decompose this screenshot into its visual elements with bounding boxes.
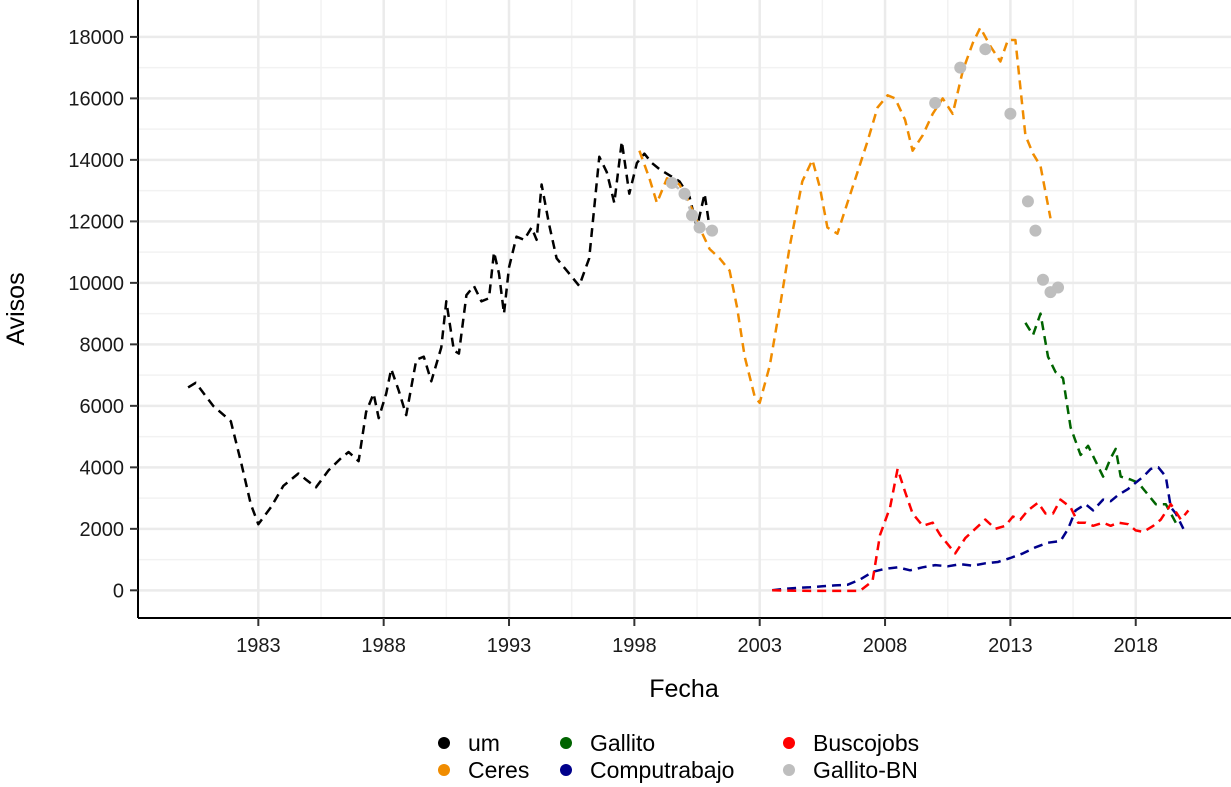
data-point-gallito-bn [678, 187, 691, 200]
y-tick-label: 2000 [80, 519, 125, 541]
series-line-computrabajo [772, 466, 1185, 592]
series-lines [187, 26, 1190, 593]
data-point-gallito-bn [1004, 107, 1017, 120]
legend-label-buscojobs: Buscojobs [813, 730, 919, 756]
x-tick-label: 1998 [612, 635, 657, 657]
y-tick-label: 12000 [68, 211, 124, 233]
data-point-gallito-bn [954, 61, 967, 74]
data-point-gallito-bn [693, 221, 706, 234]
data-point-gallito-bn [1036, 273, 1049, 286]
legend-label-ceres: Ceres [468, 757, 529, 783]
x-tick-label: 2018 [1113, 635, 1158, 657]
series-line-ceres [638, 26, 1052, 405]
x-axis-ticks: 1983 1988 1993 1998 2003 2008 2013 2018 [236, 618, 1158, 657]
x-axis-title: Fecha [649, 675, 719, 703]
legend-label-gallito: Gallito [590, 730, 655, 756]
legend-key-gallito-bn [783, 764, 795, 776]
x-tick-label: 2013 [988, 635, 1033, 657]
data-point-gallito-bn [706, 224, 719, 237]
data-point-gallito-bn [686, 209, 699, 222]
data-point-gallito-bn [1052, 281, 1065, 294]
y-axis-title: Avisos [2, 272, 30, 345]
series-line-buscojobs [772, 467, 1190, 593]
series-points [665, 43, 1065, 299]
data-point-gallito-bn [979, 43, 992, 56]
series-line-um [187, 140, 711, 526]
series-line-gallito [1024, 312, 1177, 524]
legend-key-ceres [438, 764, 450, 776]
legend-key-gallito [560, 737, 572, 749]
y-tick-label: 0 [113, 580, 124, 602]
x-tick-label: 1988 [361, 635, 406, 657]
x-tick-label: 2008 [863, 635, 908, 657]
legend-key-computrabajo [560, 764, 572, 776]
legend-label-computrabajo: Computrabajo [590, 757, 734, 783]
legend-label-um: um [468, 730, 500, 756]
y-tick-label: 10000 [68, 273, 124, 295]
axes [137, 0, 1231, 619]
data-point-gallito-bn [665, 176, 678, 189]
legend-key-buscojobs [783, 737, 795, 749]
y-tick-label: 4000 [80, 457, 125, 479]
y-axis-ticks: 0 2000 4000 6000 8000 10000 12000 14000 16000 180… [68, 27, 138, 602]
plot-background [138, 0, 1231, 618]
data-point-gallito-bn [1029, 224, 1042, 237]
y-tick-label: 6000 [80, 396, 125, 418]
x-tick-label: 1993 [487, 635, 532, 657]
legend-key-um [438, 737, 450, 749]
y-tick-label: 16000 [68, 88, 124, 110]
y-tick-label: 18000 [68, 27, 124, 49]
x-tick-label: 1983 [236, 635, 281, 657]
gridlines [138, 0, 1231, 618]
legend-label-gallito-bn: Gallito-BN [813, 757, 918, 783]
y-tick-label: 14000 [68, 150, 124, 172]
data-point-gallito-bn [1021, 195, 1034, 208]
y-tick-label: 8000 [80, 334, 125, 356]
data-point-gallito-bn [929, 97, 942, 109]
x-tick-label: 2003 [737, 635, 782, 657]
